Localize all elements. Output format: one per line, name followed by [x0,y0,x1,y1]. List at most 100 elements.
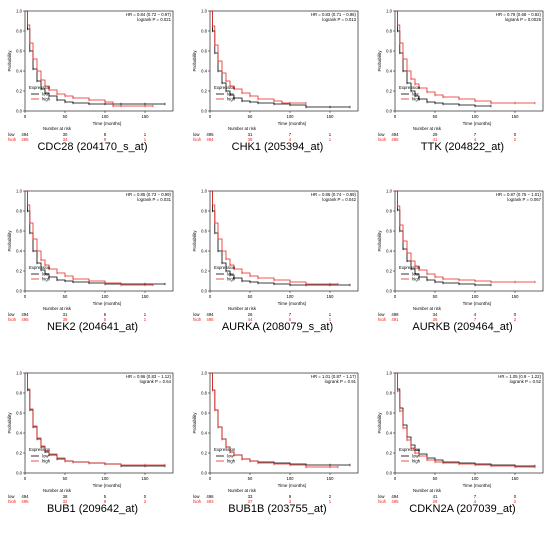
legend-label-low: low [412,272,419,277]
risk-count-low: 2 [329,494,332,499]
risk-count-low: 1 [329,312,332,317]
legend-label-low: low [412,92,419,97]
km-panel: 0.0 0.2 0.4 0.6 0.8 1.0 0 50 100 150 Probability Ti… [190,367,365,545]
y-tick-label: 0.6 [386,411,392,416]
risk-count-low: 30 [63,132,68,137]
risk-row-label-low: low [193,312,200,317]
legend-label-low: low [42,454,49,459]
x-axis-label: Time (months) [93,483,122,488]
y-tick-label: 0.4 [386,431,392,436]
y-tick-label: 0.4 [201,249,207,254]
x-tick-label: 0 [24,294,27,299]
x-tick-label: 50 [63,294,68,299]
x-tick-label: 100 [102,476,110,481]
survival-curve-low [395,10,491,107]
survival-curve-low [25,190,165,285]
x-tick-label: 50 [63,476,68,481]
km-plot: 0.00.20.40.60.81.00 50 100 150ProbabilityTi… [192,371,359,503]
y-tick-label: 0.8 [201,29,207,34]
legend-label-low: low [42,92,49,97]
risk-count-high: 3 [289,499,292,503]
risk-count-low: 0 [514,132,517,137]
panel-caption: CDC28 (204170_s_at) [37,141,148,153]
km-plot: 0.00.20.40.60.81.00 50 100 150ProbabilityTi… [377,371,544,503]
legend-title: Expression [214,85,236,90]
x-tick-label: 150 [142,476,150,481]
y-tick-label: 1.0 [16,189,22,194]
legend-label-high: high [412,277,421,282]
risk-count-low: 494 [21,494,29,499]
risk-count-high: 1 [329,499,332,503]
risk-count-high: 495 [21,137,29,141]
y-axis-label: Probability [192,50,197,72]
km-panel: 0.0 0.2 0.4 0.6 0.8 1.0 0 50 100 150 Probability Ti… [375,185,550,363]
risk-row-label-low: low [193,494,200,499]
risk-table-title: Number at risk [228,306,257,311]
legend-label-low: low [227,454,234,459]
x-tick-label: 150 [512,294,520,299]
legend-label-high: high [227,277,236,282]
risk-count-high: 7 [474,317,477,321]
survival-curve-low [210,190,350,286]
survival-curve-high [25,10,153,107]
x-tick-label: 0 [209,476,212,481]
risk-count-high: 32 [63,499,68,503]
y-tick-label: 0.0 [386,289,392,294]
risk-count-low: 496 [206,494,214,499]
y-tick-label: 0.4 [201,69,207,74]
x-tick-label: 50 [433,476,438,481]
risk-table-title: Number at risk [413,306,442,311]
km-panel: 0.0 0.2 0.4 0.6 0.8 1.0 0 50 100 150 Probability Ti… [5,5,180,183]
risk-count-low: 7 [289,312,292,317]
risk-count-low: 1 [144,132,147,137]
km-plot: 0.00.20.40.60.81.00 50 100 150ProbabilityTi… [7,371,174,503]
x-tick-label: 0 [24,114,27,119]
logrank-p: logrank P = 0.021 [137,17,171,22]
panel-caption: BUB1B (203755_at) [228,503,327,515]
risk-count-low: 9 [289,494,292,499]
legend-label-high: high [42,97,51,102]
y-tick-label: 0.2 [386,89,392,94]
risk-count-low: 1 [329,132,332,137]
y-tick-label: 0.0 [201,289,207,294]
legend-label-low: low [412,454,419,459]
risk-count-low: 494 [391,494,399,499]
risk-count-low: 494 [391,132,399,137]
risk-count-low: 495 [206,132,214,137]
km-plot: 0.00.20.40.60.81.00 50 100 150ProbabilityTi… [192,189,359,321]
risk-count-high: 4 [474,137,477,141]
risk-count-high: 1 [329,137,332,141]
x-axis-label: Time (months) [463,301,492,306]
x-tick-label: 150 [512,476,520,481]
legend-label-high: high [227,97,236,102]
risk-count-high: 1 [144,137,147,141]
survival-curve-low [25,10,165,105]
y-tick-label: 1.0 [16,9,22,14]
x-tick-label: 0 [394,114,397,119]
y-tick-label: 1.0 [386,371,392,376]
x-tick-label: 50 [433,114,438,119]
risk-row-label-high: high [8,499,17,503]
y-tick-label: 0.4 [386,69,392,74]
risk-count-low: 494 [21,312,29,317]
risk-table-title: Number at risk [43,488,72,493]
x-tick-label: 100 [102,114,110,119]
plot-frame [209,10,359,112]
risk-row-label-low: low [378,132,385,137]
x-tick-label: 100 [287,294,295,299]
y-tick-label: 0.8 [386,391,392,396]
risk-count-high: 9 [104,137,107,141]
risk-row-label-low: low [8,312,15,317]
x-tick-label: 150 [327,114,335,119]
risk-row-label-high: high [193,137,202,141]
y-tick-label: 0.8 [201,209,207,214]
y-tick-label: 0.6 [16,49,22,54]
risk-row-label-low: low [378,312,385,317]
x-tick-label: 50 [433,294,438,299]
y-axis-label: Probability [377,230,382,252]
plot-frame [24,190,174,292]
risk-count-low: 0 [144,494,147,499]
risk-count-high: 39 [63,317,68,321]
legend-title: Expression [29,447,51,452]
risk-count-high: 2 [514,137,517,141]
